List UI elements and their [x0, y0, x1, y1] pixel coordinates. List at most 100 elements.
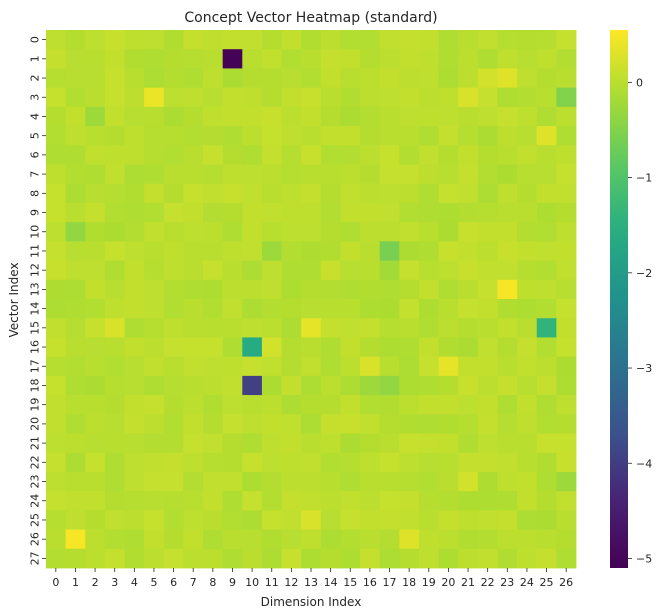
heatmap-cell — [556, 414, 577, 434]
heatmap-cell — [320, 126, 341, 146]
heatmap-cell — [104, 279, 125, 300]
heatmap-cell — [379, 126, 400, 146]
heatmap-cell — [458, 433, 479, 454]
heatmap-cell — [379, 395, 400, 415]
heatmap-cell — [399, 68, 420, 89]
heatmap-cell — [536, 145, 557, 165]
heatmap-cell — [536, 299, 557, 319]
heatmap-cell — [379, 375, 400, 396]
heatmap-cell — [497, 68, 518, 89]
heatmap-cell — [379, 529, 400, 550]
heatmap-cell — [340, 375, 361, 396]
heatmap-cell — [438, 68, 459, 89]
heatmap-cell — [261, 318, 282, 338]
heatmap-cell — [360, 260, 381, 281]
heatmap-cell — [104, 452, 125, 473]
heatmap-cell — [536, 68, 557, 89]
heatmap-cell — [360, 510, 381, 530]
heatmap-cell — [104, 241, 125, 261]
heatmap-cell — [320, 68, 341, 89]
heatmap-cell — [477, 68, 498, 89]
heatmap-cell — [46, 126, 67, 146]
heatmap-cell — [46, 49, 67, 69]
heatmap-cell — [438, 375, 459, 396]
colorbar-tick-label: 0 — [636, 76, 643, 89]
heatmap-cell — [340, 491, 361, 511]
heatmap-cell — [458, 183, 479, 204]
heatmap-cell — [163, 183, 184, 204]
heatmap-cell — [360, 49, 381, 69]
heatmap-cell — [360, 529, 381, 550]
heatmap-cell — [497, 202, 518, 223]
heatmap-cell — [556, 279, 577, 300]
heatmap-cell — [360, 183, 381, 204]
heatmap-cell — [360, 222, 381, 242]
heatmap-cell — [340, 318, 361, 338]
heatmap-cell — [46, 510, 67, 530]
heatmap-cell — [104, 318, 125, 338]
heatmap-cell — [497, 375, 518, 396]
heatmap-cell — [124, 164, 145, 185]
heatmap-cell — [536, 87, 557, 108]
heatmap-cell — [261, 49, 282, 69]
heatmap-cell — [183, 126, 204, 146]
heatmap-cell — [497, 529, 518, 550]
heatmap-cell — [399, 529, 420, 550]
heatmap-cell — [46, 164, 67, 185]
heatmap-cell — [203, 260, 224, 281]
heatmap-cell — [497, 222, 518, 242]
heatmap-cell — [340, 30, 361, 50]
heatmap-cell — [399, 30, 420, 50]
heatmap-cell — [65, 318, 86, 338]
heatmap-cell — [281, 68, 302, 89]
heatmap-cell — [458, 164, 479, 185]
heatmap-cell — [46, 471, 67, 492]
heatmap-cell — [497, 260, 518, 281]
heatmap-cell — [556, 202, 577, 223]
heatmap-cell — [517, 222, 538, 242]
heatmap-cell — [124, 337, 145, 358]
heatmap-cell — [242, 260, 263, 281]
heatmap-cell — [65, 183, 86, 204]
heatmap-cell — [301, 202, 322, 223]
heatmap-cell — [556, 126, 577, 146]
heatmap-cell — [85, 222, 106, 242]
heatmap-cell — [556, 471, 577, 492]
heatmap-cell — [281, 491, 302, 511]
heatmap-cell — [124, 529, 145, 550]
heatmap-cell — [222, 452, 243, 473]
heatmap-cell — [281, 30, 302, 50]
heatmap-cell — [536, 222, 557, 242]
heatmap-cell — [261, 222, 282, 242]
heatmap-cell — [242, 49, 263, 69]
heatmap-cell — [183, 49, 204, 69]
heatmap-cell — [418, 433, 439, 454]
heatmap-cell — [183, 548, 204, 569]
heatmap-cell — [85, 183, 106, 204]
heatmap-cell — [104, 106, 125, 127]
heatmap-cell — [497, 87, 518, 108]
heatmap-cell — [144, 375, 165, 396]
heatmap-cell — [360, 356, 381, 377]
heatmap-cell — [301, 126, 322, 146]
heatmap-cell — [536, 202, 557, 223]
y-tick-label: 12 — [29, 263, 42, 277]
heatmap-cell — [379, 510, 400, 530]
heatmap-cell — [438, 491, 459, 511]
heatmap-cell — [340, 279, 361, 300]
heatmap-cell — [124, 126, 145, 146]
x-tick-label: 26 — [559, 576, 573, 589]
heatmap-cell — [458, 126, 479, 146]
heatmap-cell — [281, 414, 302, 434]
heatmap-cell — [536, 548, 557, 569]
heatmap-cell — [517, 337, 538, 358]
heatmap-cell — [144, 299, 165, 319]
heatmap-cell — [477, 395, 498, 415]
heatmap-cell — [65, 68, 86, 89]
heatmap-cell — [497, 471, 518, 492]
heatmap-cell — [301, 183, 322, 204]
heatmap-cell — [477, 491, 498, 511]
heatmap-cell — [399, 414, 420, 434]
heatmap-cell — [438, 299, 459, 319]
